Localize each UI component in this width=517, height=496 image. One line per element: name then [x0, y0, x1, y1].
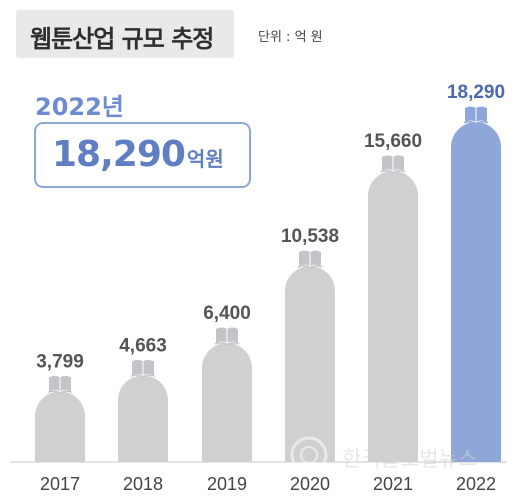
x-tick-label: 2022 [456, 474, 496, 494]
bar [368, 170, 418, 462]
x-tick-label: 2017 [40, 474, 80, 494]
watermark-logo [290, 436, 328, 474]
bar-value-label: 18,290 [447, 82, 505, 103]
book-icon [130, 359, 156, 379]
bar [285, 266, 335, 462]
highlight-year: 2022년 [35, 93, 124, 121]
book-icon [380, 155, 406, 174]
book-icon [463, 106, 489, 125]
x-tick-label: 2019 [207, 474, 247, 494]
watermark-text: 한국글로벌뉴스 [342, 447, 477, 471]
book-icon [297, 250, 323, 270]
bar-value-label: 4,663 [119, 335, 167, 356]
x-tick-label: 2020 [290, 474, 330, 494]
x-tick-label: 2018 [123, 474, 163, 494]
highlight-unit: 억원 [186, 147, 224, 171]
highlight-box: 18,290 억원 [34, 122, 251, 188]
bar-value-label: 6,400 [203, 303, 251, 324]
highlight-number: 18,290 [52, 134, 186, 175]
unit-note: 단위 : 억 원 [258, 30, 323, 45]
watermark: 한국글로벌뉴스 [290, 436, 477, 474]
bar [35, 391, 85, 462]
bar-value-label: 15,660 [364, 131, 422, 152]
bar [202, 343, 252, 462]
x-tick-label: 2021 [373, 474, 413, 494]
bar [118, 375, 168, 462]
book-icon [47, 375, 73, 395]
book-icon [214, 327, 240, 346]
chart-title: 웹툰산업 규모 추정 [30, 25, 214, 53]
bar [451, 122, 501, 462]
bar-value-label: 3,799 [36, 351, 84, 372]
bar-value-label: 10,538 [281, 226, 339, 247]
highlight-value: 18,290 억원 [52, 134, 224, 175]
title-box: 웹툰산업 규모 추정 [16, 10, 234, 58]
